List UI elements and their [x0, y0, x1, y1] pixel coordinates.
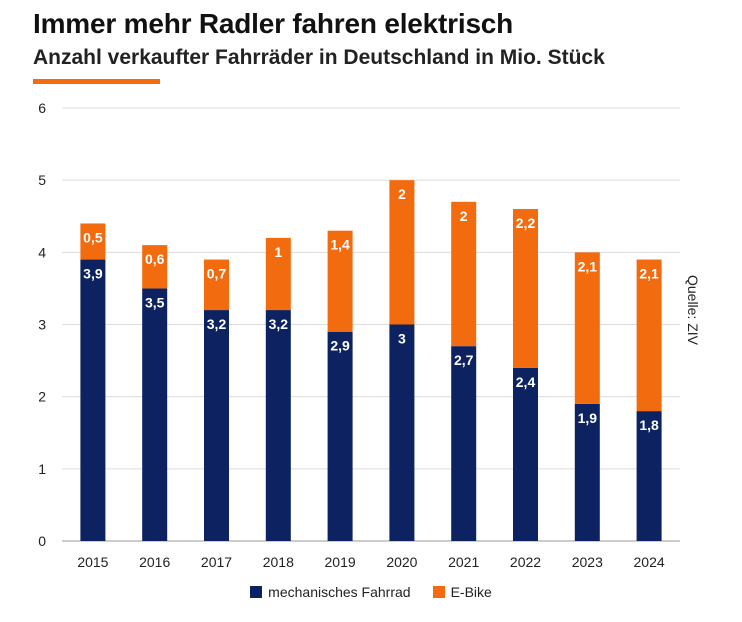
data-label: 1,8	[639, 417, 659, 433]
legend-swatch-mechanical	[250, 586, 263, 598]
bar-segment	[513, 209, 538, 368]
bar-segment	[142, 245, 168, 289]
data-label: 3,2	[269, 316, 289, 332]
bar-segment	[265, 310, 291, 541]
data-label: 2	[460, 208, 468, 224]
x-tick-label: 2024	[634, 554, 665, 570]
bar-segment	[574, 252, 600, 404]
x-tick-label: 2017	[201, 554, 232, 570]
data-label: 0,7	[207, 266, 227, 282]
bar-segment	[80, 223, 106, 260]
bar-segment	[265, 237, 291, 311]
x-tick-label: 2016	[139, 554, 170, 570]
y-tick-label: 0	[38, 533, 46, 549]
data-label: 0,5	[83, 229, 103, 245]
bar-segment	[80, 259, 106, 541]
source-note: Quelle: ZIV	[685, 274, 701, 346]
legend: mechanisches Fahrrad E-Bike	[0, 584, 742, 600]
bar-segment	[204, 310, 229, 541]
legend-label-ebike: E-Bike	[450, 584, 492, 600]
bar-segment	[327, 331, 353, 541]
data-label: 2,2	[516, 215, 536, 231]
x-tick-label: 2023	[572, 554, 603, 570]
bar-segment	[636, 259, 662, 412]
x-tick-label: 2022	[510, 554, 541, 570]
x-tick-label: 2019	[325, 554, 356, 570]
data-label: 3,9	[83, 266, 103, 282]
y-tick-label: 3	[38, 317, 46, 333]
data-label: 1,4	[330, 237, 350, 253]
x-tick-label: 2021	[448, 554, 479, 570]
y-tick-label: 4	[38, 244, 46, 260]
x-tick-label: 2018	[263, 554, 294, 570]
legend-item-mechanical: mechanisches Fahrrad	[250, 584, 411, 600]
chart-subtitle: Anzahl verkaufter Fahrräder in Deutschla…	[33, 46, 605, 69]
data-label: 2	[398, 186, 406, 202]
data-label: 2,1	[639, 266, 659, 282]
bar-segment	[513, 367, 538, 541]
data-label: 1,9	[578, 410, 598, 426]
data-label: 3,2	[207, 316, 227, 332]
legend-label-mechanical: mechanisches Fahrrad	[268, 584, 411, 600]
bar-segment	[204, 259, 229, 311]
data-label: 3	[398, 331, 406, 347]
legend-swatch-ebike	[432, 586, 445, 598]
x-tick-label: 2020	[386, 554, 417, 570]
bar-segment	[636, 411, 662, 541]
data-label: 2,4	[516, 374, 536, 390]
bar-segment	[574, 403, 600, 541]
bar-segment	[451, 346, 477, 541]
bar-segment	[389, 324, 415, 541]
legend-item-ebike: E-Bike	[432, 584, 492, 600]
bar-segment	[451, 201, 477, 347]
data-label: 2,7	[454, 352, 474, 368]
y-tick-label: 5	[38, 172, 46, 188]
accent-bar	[33, 79, 160, 84]
data-label: 0,6	[145, 251, 165, 267]
bar-segment	[327, 230, 353, 332]
data-label: 2,1	[578, 258, 598, 274]
data-label: 3,5	[145, 294, 165, 310]
data-label: 2,9	[330, 338, 350, 354]
y-tick-label: 2	[38, 389, 46, 405]
bar-segment	[142, 288, 168, 541]
data-label: 1	[274, 244, 282, 260]
bar-segment	[389, 180, 415, 325]
y-tick-label: 6	[38, 100, 46, 116]
x-tick-label: 2015	[77, 554, 108, 570]
y-tick-label: 1	[38, 461, 46, 477]
chart-title: Immer mehr Radler fahren elektrisch	[33, 8, 514, 39]
